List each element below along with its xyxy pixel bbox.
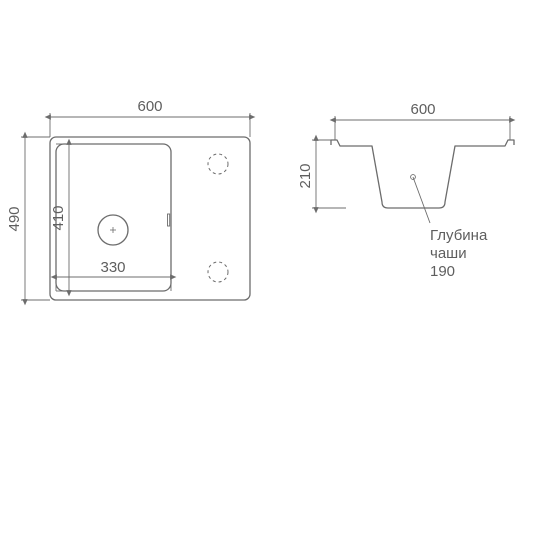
depth-pointer <box>413 177 430 223</box>
svg-text:490: 490 <box>6 206 23 231</box>
tap-hole-1 <box>208 154 228 174</box>
depth-label-line2: чаши <box>430 245 467 262</box>
overflow-slot <box>168 214 170 226</box>
depth-value: 190 <box>430 263 455 280</box>
tap-hole-2 <box>208 262 228 282</box>
svg-text:600: 600 <box>410 101 435 118</box>
svg-text:330: 330 <box>100 259 125 276</box>
sink-outline-top <box>50 137 250 300</box>
technical-drawing: 600 490 330 410 600 210 Глубиначаши190 <box>0 0 550 550</box>
svg-text:600: 600 <box>137 98 162 115</box>
svg-text:410: 410 <box>50 205 67 230</box>
depth-label-line1: Глубина <box>430 227 488 244</box>
svg-text:210: 210 <box>297 163 314 188</box>
sink-profile-side <box>331 140 514 208</box>
